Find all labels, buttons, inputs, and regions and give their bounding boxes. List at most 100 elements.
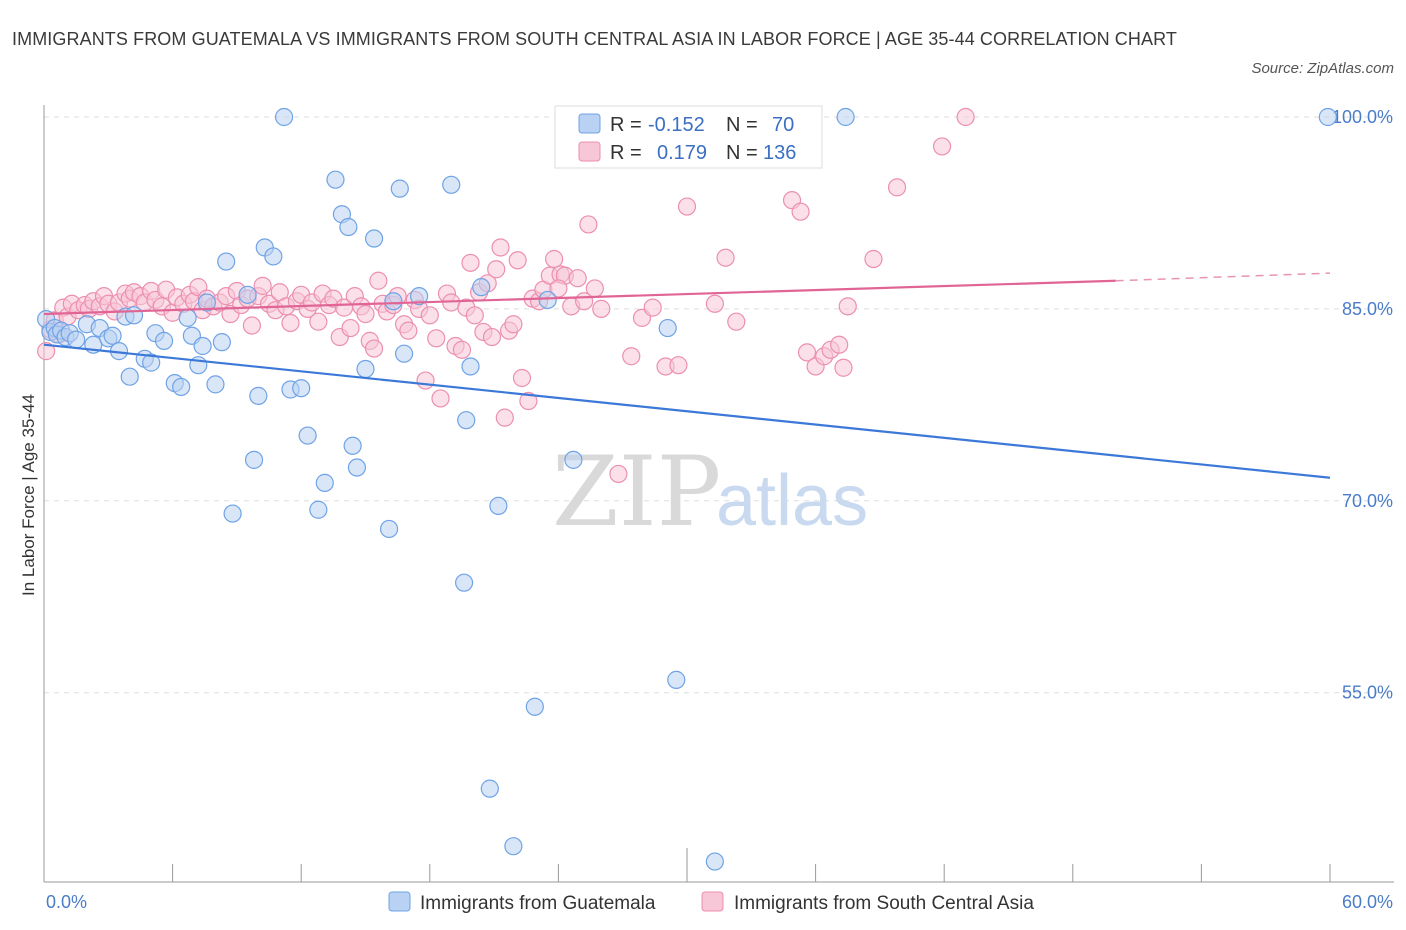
point-south-central-asia xyxy=(609,464,628,484)
point-south-central-asia xyxy=(452,340,472,359)
point-south-central-asia xyxy=(622,347,641,366)
y-tick-label: 55.0% xyxy=(1342,683,1393,703)
point-guatemala xyxy=(1318,107,1337,127)
point-guatemala xyxy=(457,411,476,430)
legend-r-label-pink: R = xyxy=(610,142,642,164)
point-south-central-asia xyxy=(369,271,388,290)
point-guatemala xyxy=(197,293,216,312)
axes xyxy=(43,105,1394,883)
point-guatemala xyxy=(120,367,139,386)
bottom-legend-label-south-central-asia: Immigrants from South Central Asia xyxy=(734,893,1034,914)
point-guatemala xyxy=(124,306,144,325)
point-guatemala xyxy=(461,357,480,376)
legend-n-label-pink: N = xyxy=(726,142,758,164)
legend-n-value-blue: 70 xyxy=(772,114,794,136)
point-guatemala xyxy=(142,353,161,372)
point-guatemala xyxy=(384,292,403,311)
point-guatemala xyxy=(667,670,686,689)
legend-n-value-pink: 136 xyxy=(763,142,796,164)
bottom-legend-label-guatemala: Immigrants from Guatemala xyxy=(420,893,656,914)
point-south-central-asia xyxy=(309,312,328,331)
point-guatemala xyxy=(409,287,429,306)
point-south-central-asia xyxy=(512,368,532,388)
point-south-central-asia xyxy=(727,312,746,331)
x-axis-ticks xyxy=(43,848,1331,882)
point-guatemala xyxy=(454,573,474,592)
point-guatemala xyxy=(472,278,491,297)
point-guatemala xyxy=(347,458,367,477)
point-guatemala xyxy=(249,386,268,405)
x-tick-label: 60.0% xyxy=(1342,892,1393,912)
legend-r-value-blue: -0.152 xyxy=(648,114,705,136)
point-guatemala xyxy=(103,326,122,345)
point-south-central-asia xyxy=(932,137,952,156)
point-south-central-asia xyxy=(519,391,538,411)
point-guatemala xyxy=(178,308,197,327)
point-guatemala xyxy=(238,285,257,304)
series-south-central-asia xyxy=(37,107,975,484)
point-south-central-asia xyxy=(705,294,724,313)
point-guatemala xyxy=(489,496,508,516)
point-south-central-asia xyxy=(341,318,360,338)
gridlines xyxy=(44,116,1394,694)
point-south-central-asia xyxy=(677,197,697,216)
point-south-central-asia xyxy=(461,253,480,272)
point-south-central-asia xyxy=(242,316,262,335)
point-south-central-asia xyxy=(431,389,450,408)
legend-swatch-pink xyxy=(578,141,601,162)
y-tick-label: 100.0% xyxy=(1332,107,1393,127)
point-south-central-asia xyxy=(585,279,604,298)
y-tick-label: 70.0% xyxy=(1342,491,1393,511)
legend-n-label-blue: N = xyxy=(726,114,758,136)
point-south-central-asia xyxy=(482,327,502,347)
x-axis-tick-labels: 0.0% 60.0% xyxy=(46,892,1393,912)
point-guatemala xyxy=(480,779,499,798)
chart-title: IMMIGRANTS FROM GUATEMALA VS IMMIGRANTS … xyxy=(12,29,1177,49)
point-south-central-asia xyxy=(508,251,527,270)
y-axis-label: In Labor Force | Age 35-44 xyxy=(19,394,38,596)
point-south-central-asia xyxy=(416,371,435,390)
source-label: Source: ZipAtlas.com xyxy=(1251,60,1394,77)
point-guatemala xyxy=(326,170,345,189)
point-south-central-asia xyxy=(568,269,587,288)
point-guatemala xyxy=(244,450,264,469)
point-south-central-asia xyxy=(504,315,523,334)
point-south-central-asia xyxy=(956,107,975,127)
point-south-central-asia xyxy=(669,356,688,375)
point-guatemala xyxy=(298,426,317,445)
point-south-central-asia xyxy=(465,306,484,325)
point-guatemala xyxy=(390,179,409,198)
point-guatemala xyxy=(343,436,362,455)
point-guatemala xyxy=(223,504,242,523)
y-axis-tick-labels: 100.0% 85.0% 70.0% 55.0% xyxy=(1332,107,1393,703)
point-guatemala xyxy=(309,500,328,519)
point-south-central-asia xyxy=(356,304,375,324)
point-guatemala xyxy=(394,344,414,363)
point-guatemala xyxy=(356,359,375,379)
point-guatemala xyxy=(836,107,855,127)
point-south-central-asia xyxy=(487,260,506,279)
point-guatemala xyxy=(67,330,86,349)
point-south-central-asia xyxy=(791,202,810,221)
point-guatemala xyxy=(525,697,544,716)
point-south-central-asia xyxy=(427,329,446,348)
legend-swatch-blue xyxy=(578,113,601,134)
point-guatemala xyxy=(274,107,294,127)
point-south-central-asia xyxy=(399,321,418,340)
point-south-central-asia xyxy=(864,249,883,269)
point-guatemala xyxy=(292,379,311,398)
point-south-central-asia xyxy=(549,279,568,298)
point-guatemala xyxy=(172,377,191,397)
point-south-central-asia xyxy=(281,313,300,333)
point-guatemala xyxy=(315,473,334,492)
trend-line-guatemala xyxy=(43,343,1331,479)
point-south-central-asia xyxy=(838,297,857,316)
point-guatemala xyxy=(705,852,724,871)
point-guatemala xyxy=(154,331,174,350)
point-south-central-asia xyxy=(579,215,598,234)
legend-r-label-blue: R = xyxy=(610,114,642,136)
point-guatemala xyxy=(379,519,399,539)
point-south-central-asia xyxy=(887,178,907,197)
trend-line-south-central-asia-extension xyxy=(1115,272,1331,282)
